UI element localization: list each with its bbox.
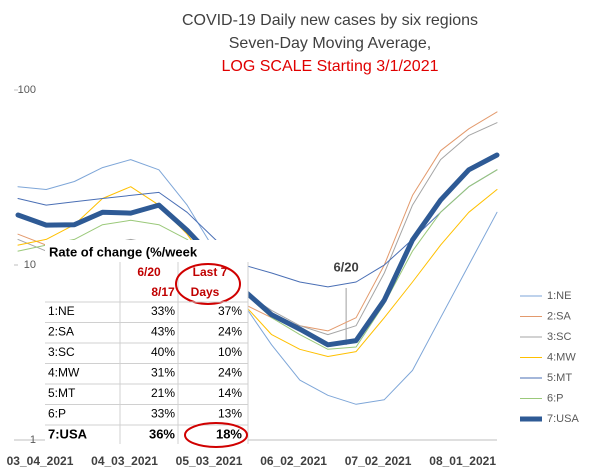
y-tick-label: 1	[30, 434, 36, 446]
series-line	[15, 152, 500, 348]
x-tick-label: 03_04_2021	[7, 454, 74, 468]
table-cell: 33%	[151, 407, 175, 421]
table-cell: 3:SC	[48, 345, 75, 359]
table-cell: 21%	[151, 386, 175, 400]
table-cell: 40%	[151, 345, 175, 359]
rate-table: Rate of change (%/week 6/20 8/17 Last 7 Days…	[45, 240, 249, 448]
legend-label: 1:NE	[547, 290, 571, 302]
series-line	[17, 159, 498, 405]
table-cell: 10%	[218, 345, 242, 359]
table-bg	[45, 240, 248, 444]
table-header: Days	[191, 285, 220, 299]
legend-label: 2:SA	[547, 310, 572, 322]
table-header: 8/17	[151, 285, 175, 299]
table-cell: 14%	[218, 386, 242, 400]
series-line	[17, 186, 498, 357]
table-cell: 1:NE	[48, 304, 75, 318]
table-cell: 37%	[218, 304, 242, 318]
table-cell: 2:SA	[48, 325, 74, 339]
x-tick-label: 04_03_2021	[91, 454, 158, 468]
table-cell: 4:MW	[48, 366, 80, 380]
highlight	[184, 422, 248, 448]
table-cell: 5:MT	[48, 386, 76, 400]
table-header: 6/20	[137, 265, 161, 279]
legend-label: 3:SC	[547, 331, 572, 343]
y-tick-label: 10	[24, 259, 36, 271]
legend-label: 4:MW	[547, 351, 576, 363]
table-cell: 7:USA	[48, 426, 88, 441]
table-cell: 24%	[218, 366, 242, 380]
chart-subtitle: LOG SCALE Starting 3/1/2021	[221, 58, 438, 75]
table-cell: 24%	[218, 325, 242, 339]
table-cell: 43%	[151, 325, 175, 339]
x-tick-label: 05_03_2021	[176, 454, 243, 468]
x-tick-label: 07_02_2021	[345, 454, 412, 468]
legend-label: 7:USA	[547, 413, 579, 425]
highlight	[175, 263, 241, 305]
y-tick-label: 100	[18, 84, 36, 96]
legend-label: 5:MT	[547, 372, 572, 384]
plot-area: 1 10 100 03_04_2021 04_03_2021 05_03_2021 06_0…	[7, 84, 580, 468]
table-cell: 18%	[216, 426, 242, 441]
chart-title: COVID-19 Daily new cases by six regions	[182, 12, 478, 29]
table-title: Rate of change (%/week	[49, 244, 198, 259]
legend-label: 6:P	[547, 392, 564, 404]
x-tick-label: 06_02_2021	[260, 454, 327, 468]
chart-subtitle: Seven-Day Moving Average,	[229, 35, 431, 52]
table-cell: 33%	[151, 304, 175, 318]
x-tick-label: 08_01_2021	[429, 454, 496, 468]
table-header: Last 7	[193, 265, 228, 279]
annotation: 6/20	[333, 259, 358, 274]
table-cell: 36%	[149, 426, 175, 441]
table-cell: 31%	[151, 366, 175, 380]
table-cell: 13%	[218, 407, 242, 421]
table-cell: 6:P	[48, 407, 66, 421]
